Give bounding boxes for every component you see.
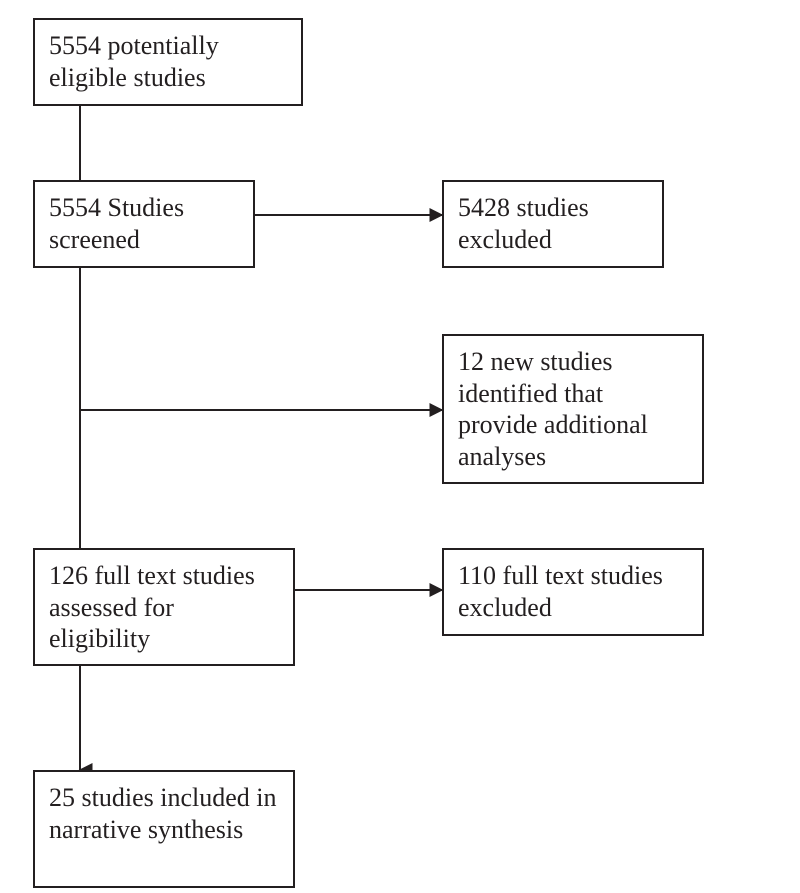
node-screened-label: 5554 Studies screened	[49, 192, 239, 255]
node-excluded-b-label: 110 full text studies excluded	[458, 560, 688, 623]
node-fulltext-label: 126 full text studies assessed for eligi…	[49, 560, 279, 655]
node-new-ident-label: 12 new studies identified that provide a…	[458, 346, 688, 473]
node-narrative-label: 25 studies included in narrative synthes…	[49, 782, 279, 845]
node-fulltext: 126 full text studies assessed for eligi…	[33, 548, 295, 666]
flowchart-canvas: 5554 potentially eligible studies 5554 S…	[0, 0, 800, 893]
node-new-ident: 12 new studies identified that provide a…	[442, 334, 704, 484]
node-eligible-label: 5554 potentially eligible studies	[49, 30, 287, 93]
node-excluded-a-label: 5428 studies excluded	[458, 192, 648, 255]
node-excluded-a: 5428 studies excluded	[442, 180, 664, 268]
node-eligible: 5554 potentially eligible studies	[33, 18, 303, 106]
node-excluded-b: 110 full text studies excluded	[442, 548, 704, 636]
node-screened: 5554 Studies screened	[33, 180, 255, 268]
node-narrative: 25 studies included in narrative synthes…	[33, 770, 295, 888]
